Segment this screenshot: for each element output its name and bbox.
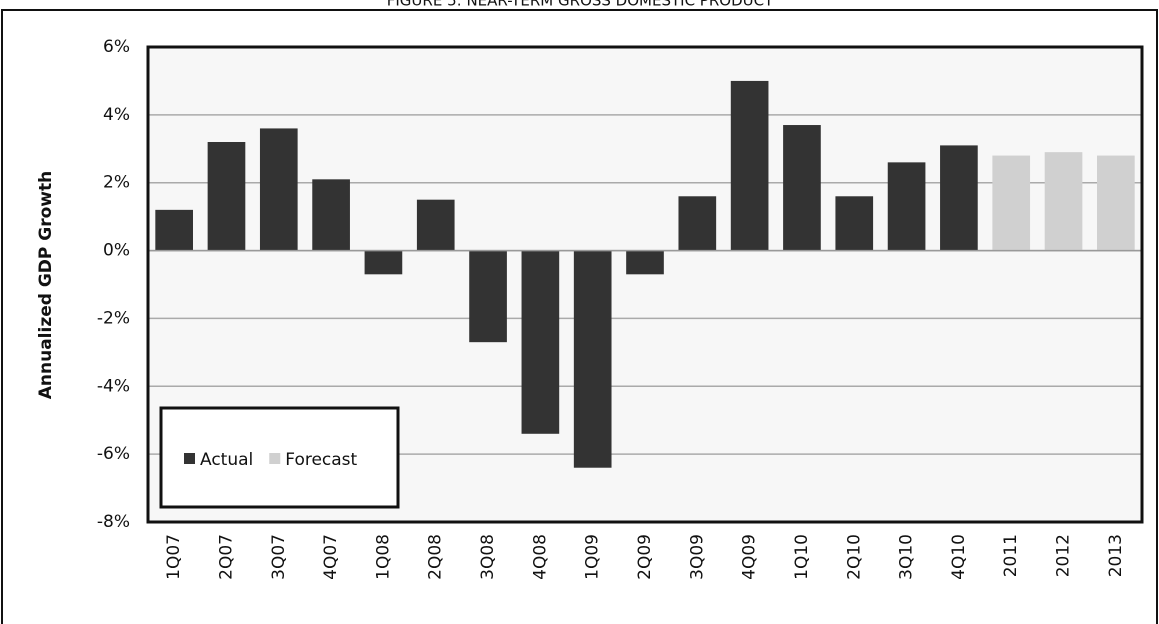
x-tick-label: 2013	[1106, 534, 1126, 577]
x-tick-label: 1Q09	[583, 534, 603, 580]
bar	[207, 142, 246, 251]
y-tick-label: 4%	[103, 105, 130, 125]
outer-frame	[1, 9, 1158, 624]
legend-label: Forecast	[285, 450, 357, 470]
bar	[1097, 155, 1135, 251]
legend-swatch	[184, 453, 195, 464]
bar	[835, 196, 874, 251]
bar	[469, 250, 507, 343]
bar	[521, 250, 560, 434]
bar	[573, 250, 612, 468]
x-tick-label: 2Q08	[426, 534, 446, 580]
y-tick-label: 0%	[103, 241, 130, 261]
bar	[1044, 152, 1083, 251]
title-bg	[6, 0, 1153, 9]
bar	[155, 209, 193, 251]
legend-swatch	[269, 453, 281, 464]
x-tick-label: 2Q07	[216, 534, 236, 580]
x-tick-label: 1Q07	[164, 534, 184, 580]
bar	[887, 162, 926, 251]
bar	[364, 250, 403, 275]
legend-label: Actual	[200, 450, 253, 470]
x-tick-label: 3Q09	[687, 534, 707, 580]
plot-border	[146, 45, 1144, 524]
x-tick-label: 4Q08	[530, 534, 550, 580]
bar	[626, 250, 664, 275]
bar	[940, 145, 978, 251]
bar	[416, 199, 455, 251]
bar	[992, 155, 1031, 251]
bar	[259, 128, 298, 251]
y-tick-label: -8%	[97, 512, 130, 532]
y-tick-label: -2%	[97, 308, 130, 328]
y-tick-label: 6%	[103, 37, 130, 57]
x-tick-label: 1Q10	[792, 534, 812, 580]
chart-title: FIGURE 5: NEAR-TERM GROSS DOMESTIC PRODU…	[387, 0, 774, 10]
x-tick-label: 2Q09	[635, 534, 655, 580]
x-tick-label: 3Q08	[478, 534, 498, 580]
x-tick-label: 2Q10	[844, 534, 864, 580]
y-tick-label: -4%	[97, 376, 130, 396]
bar	[730, 80, 769, 251]
bar	[312, 179, 350, 251]
x-tick-label: 2011	[1001, 534, 1021, 577]
x-tick-label: 1Q08	[373, 534, 393, 580]
x-tick-label: 3Q07	[269, 534, 289, 580]
y-tick-label: -6%	[97, 444, 130, 464]
x-tick-label: 2012	[1054, 534, 1074, 577]
bar	[783, 125, 821, 251]
x-tick-label: 4Q07	[321, 534, 341, 580]
y-axis-label: Annualized GDP Growth	[36, 171, 56, 400]
y-tick-label: 2%	[103, 173, 130, 193]
x-tick-label: 4Q10	[949, 534, 969, 580]
x-tick-label: 4Q09	[740, 534, 760, 580]
x-tick-label: 3Q10	[897, 534, 917, 580]
bar	[678, 196, 717, 251]
